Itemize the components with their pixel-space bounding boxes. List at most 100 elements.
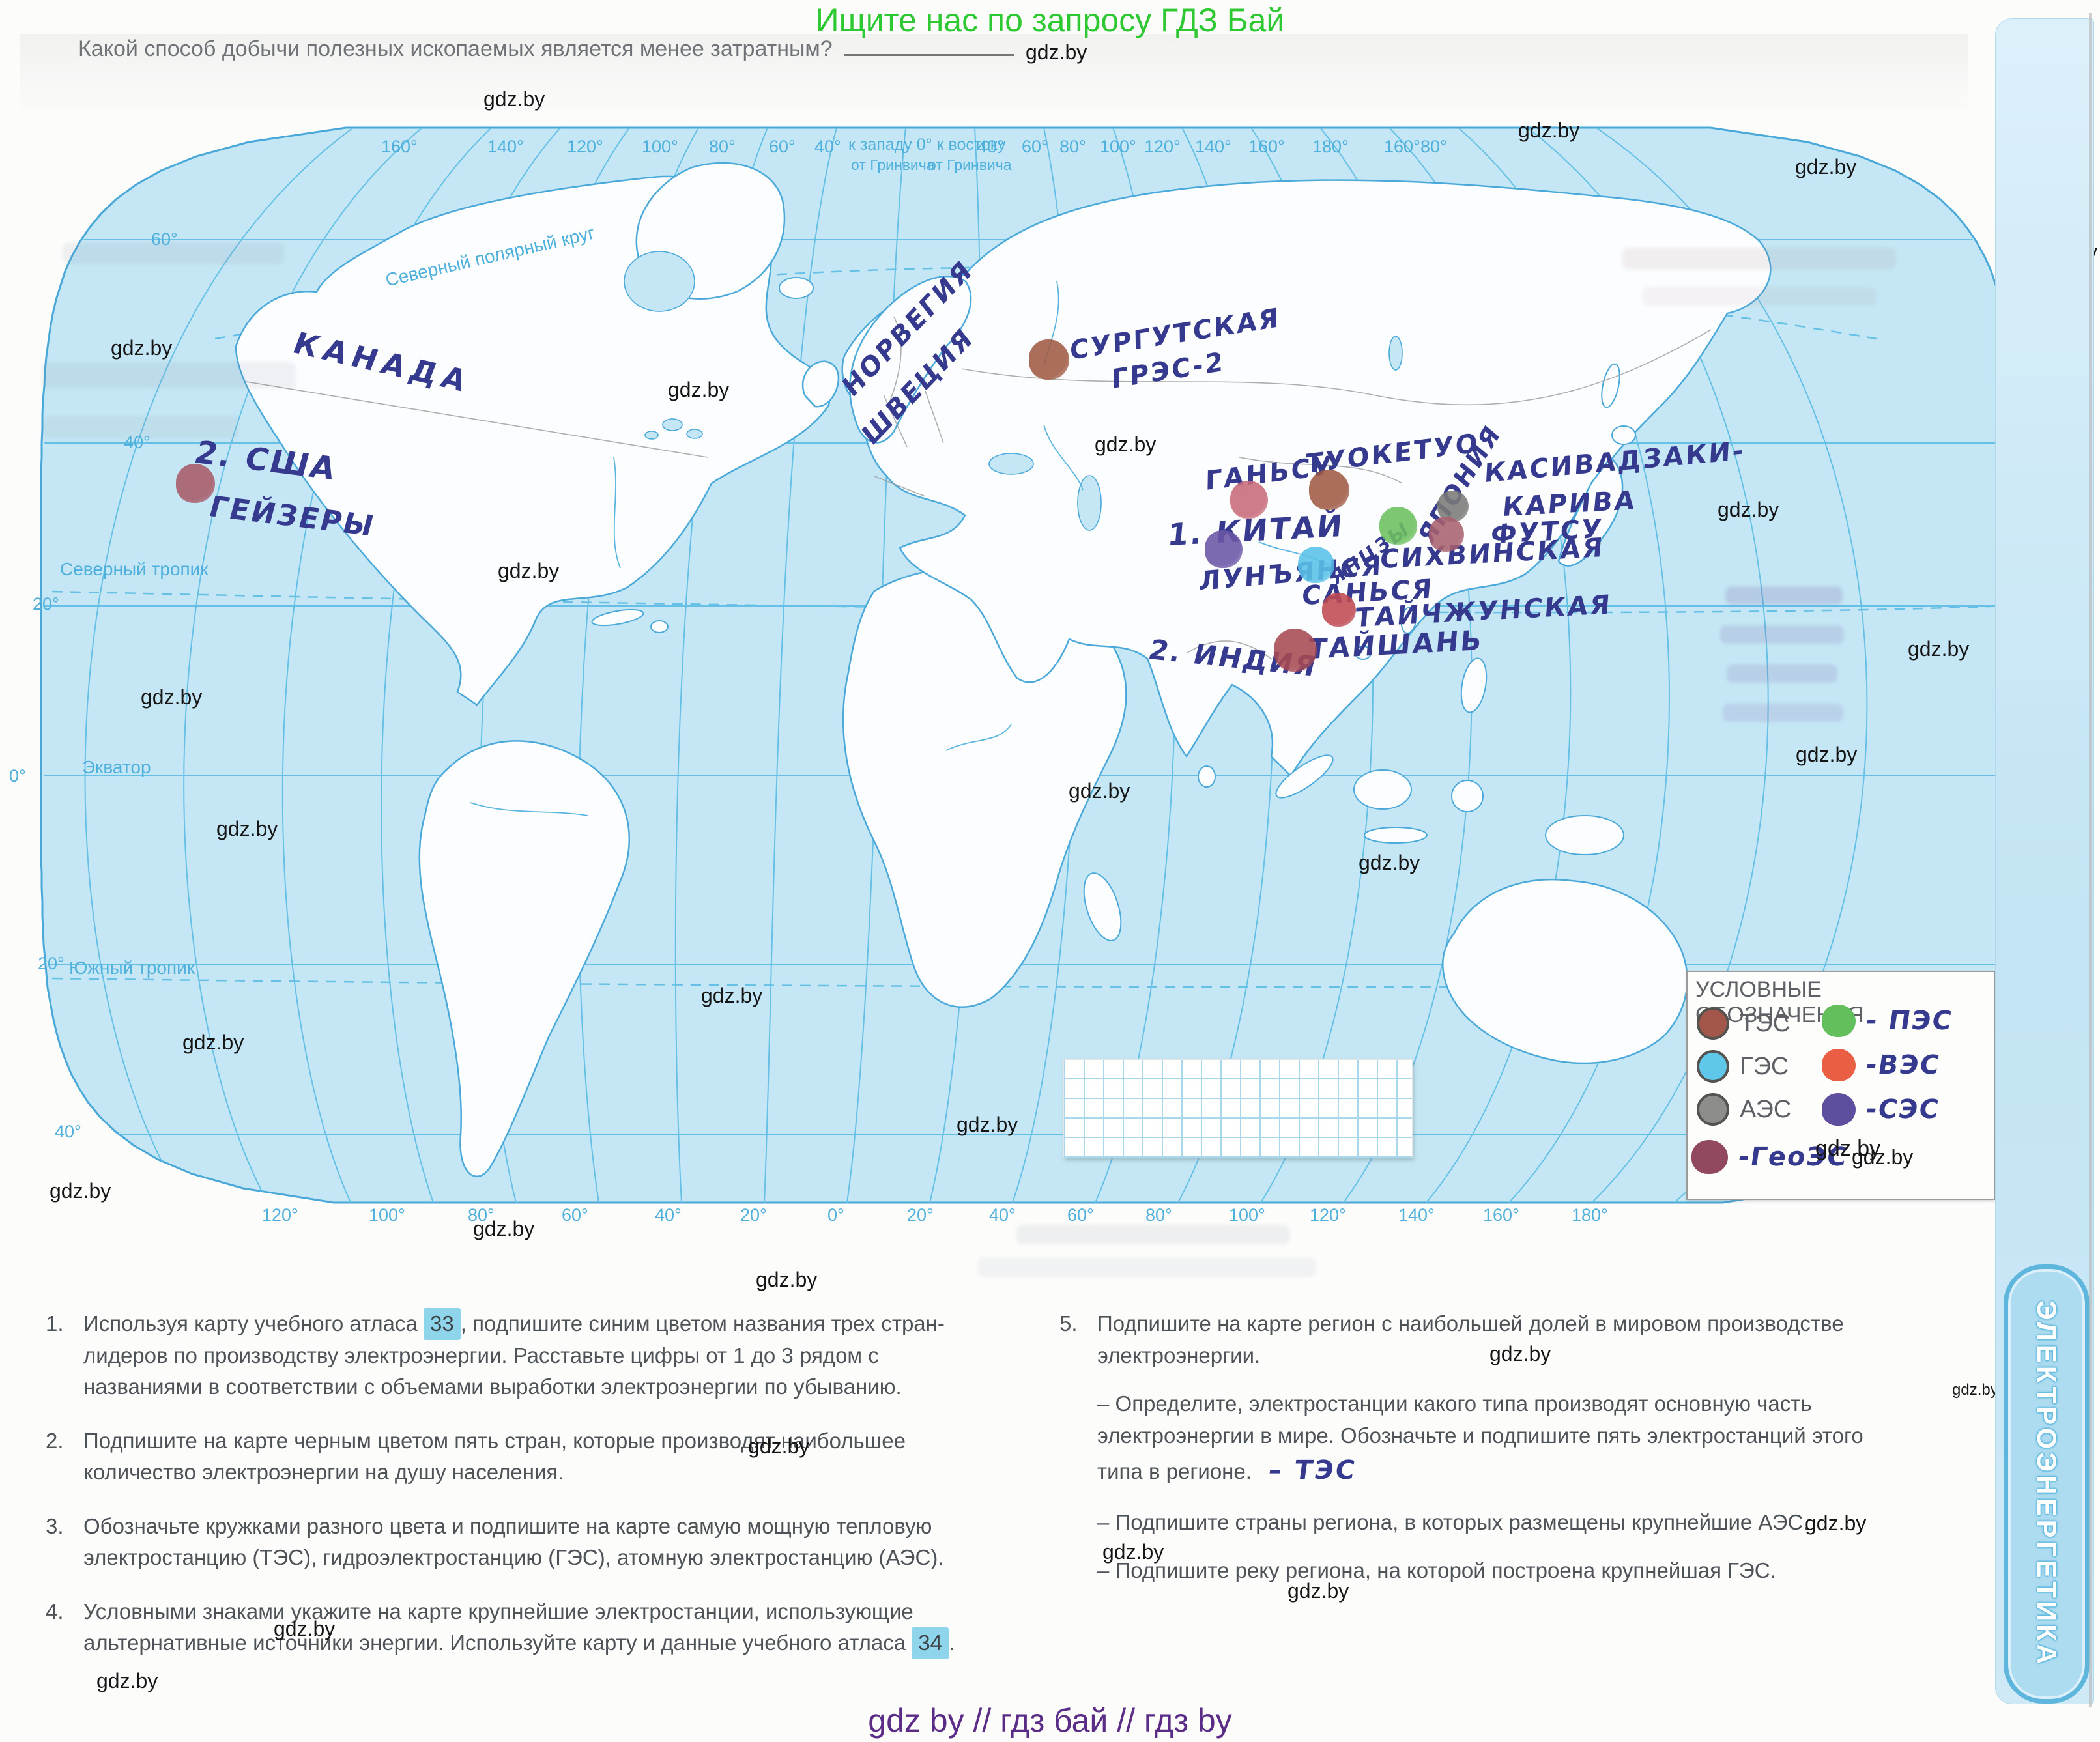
task-text: Обозначьте кружками разного цвета и подп…: [83, 1513, 944, 1570]
gdz-watermark: gdz.by: [50, 1179, 111, 1203]
greenwich-caption: от Гринвича: [928, 156, 1012, 173]
task-text: Условными знаками укажите на карте крупн…: [83, 1596, 1002, 1659]
task-text: Подпишите на карте черным цветом пять ст…: [83, 1428, 906, 1485]
gdz-watermark: gdz.by: [96, 1669, 158, 1692]
hand-annotation: КАСИВАДЗАКИ-: [1483, 435, 1746, 489]
legend-label: ГЭС: [1740, 1052, 1789, 1080]
task-number: 2.: [46, 1428, 64, 1453]
gdz-watermark: gdz.by: [1796, 743, 1858, 766]
task-item: 5. Подпишите на карте регион с наибольшей…: [1059, 1308, 1913, 1587]
map-line-label: Северный тропик: [60, 559, 209, 579]
lon-label: 100°: [1100, 137, 1136, 156]
gdz-watermark: gdz.by: [1952, 1381, 1998, 1399]
geoes-geysers-dot: [176, 464, 215, 503]
gdz-watermark: gdz.by: [274, 1617, 336, 1640]
task-subitem: – Определите, электростанции какого типа…: [1097, 1388, 1913, 1490]
gdz-watermark: gdz.by: [756, 1268, 818, 1291]
gdz-watermark: gdz.by: [216, 817, 278, 840]
legend-hand-label: - ПЭС: [1863, 1006, 1955, 1036]
lon-label: 60°: [769, 137, 796, 156]
lon-label: 80°: [468, 1205, 495, 1225]
hand-annotation: СИХВИНСКАЯ: [1378, 532, 1606, 575]
chapter-tab[interactable]: ЭЛЕКТРОЭНЕРГЕТИКА: [2004, 1264, 2090, 1704]
аэс-symbol: [1697, 1093, 1729, 1126]
lon-label: 60°: [1067, 1205, 1094, 1225]
gdz-watermark: gdz.by: [748, 1435, 810, 1458]
legend-row-ГЭС: ГЭС: [1697, 1050, 1789, 1083]
gdz-watermark: gdz.by: [668, 378, 730, 401]
hand-annotation: ТАЙШАНЬ: [1306, 623, 1485, 666]
bleed-through-smudge: [63, 242, 284, 264]
bleed-through-smudge: [1723, 704, 1843, 722]
lon-label: 20°: [907, 1205, 934, 1225]
task-number: 3.: [46, 1513, 64, 1538]
gdz-watermark: gdz.by: [1852, 1145, 1914, 1169]
chapter-tab-label: ЭЛЕКТРОЭНЕРГЕТИКА: [2032, 1300, 2062, 1668]
grid-patch: [1063, 1059, 1413, 1158]
lon-label: 60°: [1022, 137, 1048, 156]
task-text: Подпишите на карте регион с наибольшей д…: [1097, 1308, 1913, 1587]
tes-futtsu-dot: [1429, 517, 1464, 552]
top-question-text: Какой способ добычи полезных ископаемых …: [78, 36, 833, 61]
gdz-watermark: gdz.by: [701, 984, 763, 1007]
ves-gansu-dot: [1230, 481, 1268, 519]
task-item: 4. Условными знаками укажите на карте кру…: [46, 1596, 1002, 1659]
legend-row-ves: -ВЭС: [1822, 1049, 1942, 1081]
legend-dot-symbol: [1822, 1005, 1856, 1037]
lon-label: 100°: [642, 137, 678, 156]
bleed-through-smudge: [1725, 586, 1843, 605]
lon-label: 180°: [1312, 137, 1349, 156]
atlas-page-badge: 34: [912, 1627, 949, 1659]
bleed-through-smudge: [42, 362, 296, 388]
gdz-watermark: gdz.by: [473, 1217, 535, 1240]
task-item: 1. Используя карту учебного атласа 33, по…: [46, 1308, 1002, 1403]
lon-label: 120°: [262, 1205, 298, 1225]
gdz-watermark: gdz.by: [1518, 119, 1580, 142]
task-subitem: – Подпишите страны региона, в которых ра…: [1097, 1509, 1809, 1534]
gdz-watermark: gdz.by: [141, 685, 203, 709]
page-edge-shadow: [2089, 13, 2092, 1707]
bleed-through-smudge: [1720, 625, 1844, 644]
hand-annotation: ГЕЙЗЕРЫ: [205, 490, 379, 543]
gdz-watermark: gdz.by: [1795, 155, 1857, 178]
bleed-through-smudge: [1016, 1225, 1290, 1244]
bleed-through-smudge: [977, 1257, 1316, 1277]
gdz-watermark: gdz.by: [1489, 1342, 1551, 1365]
map-line-label: Южный тропик: [69, 958, 195, 978]
lat-label: 40°: [55, 1122, 81, 1141]
task-subitem: – Подпишите реку региона, на которой пос…: [1097, 1558, 1776, 1583]
answer-blank[interactable]: [844, 54, 1014, 56]
gdz-watermark: gdz.by: [1718, 498, 1779, 521]
atlas-page-badge: 33: [424, 1308, 461, 1340]
gdz-watermark: gdz.by: [1359, 851, 1420, 874]
lat-label: 20°: [38, 954, 65, 973]
task-number: 5.: [1059, 1311, 1078, 1335]
gdz-watermark: gdz.by: [111, 336, 173, 360]
footer-watermark: gdz by // гдз бай // гдз by: [868, 1702, 1232, 1739]
ges-sanxia-dot: [1298, 547, 1334, 583]
гэс-symbol: [1697, 1050, 1729, 1083]
bleed-through-smudge: [1642, 287, 1877, 306]
lon-label: 140°: [1195, 137, 1231, 156]
tasks-column-right: 5. Подпишите на карте регион с наибольшей…: [1059, 1308, 1913, 1609]
legend-row-ses: -СЭС: [1822, 1093, 1942, 1126]
legend-row-pes: - ПЭС: [1822, 1005, 1955, 1037]
ses-lunyangxia-dot: [1205, 530, 1243, 568]
aes-taishan-dot: [1274, 629, 1317, 672]
lon-label: 140°: [1398, 1205, 1435, 1225]
legend-row-geoes: -ГеоЭС: [1691, 1140, 1850, 1174]
lon-label: 160°: [1248, 137, 1285, 156]
lat-label: 20°: [33, 594, 59, 614]
lon-label: 40°: [814, 137, 841, 156]
legend-row-АЭС: АЭС: [1697, 1093, 1791, 1126]
lon-label: 40°: [989, 1205, 1016, 1225]
gdz-watermark: gdz.by: [1102, 1540, 1164, 1564]
task-text: Используя карту учебного атласа 33, подп…: [83, 1308, 1002, 1403]
legend-hand-label: -СЭС: [1863, 1094, 1942, 1124]
lon-label: 160°: [1483, 1205, 1519, 1225]
greenwich-caption: от Гринвича: [851, 156, 935, 173]
hand-answer: – ТЭС: [1266, 1455, 1359, 1485]
lon-label: 120°: [1310, 1205, 1346, 1225]
geoes-symbol: [1691, 1140, 1728, 1174]
lon-label: 0°: [827, 1205, 844, 1225]
